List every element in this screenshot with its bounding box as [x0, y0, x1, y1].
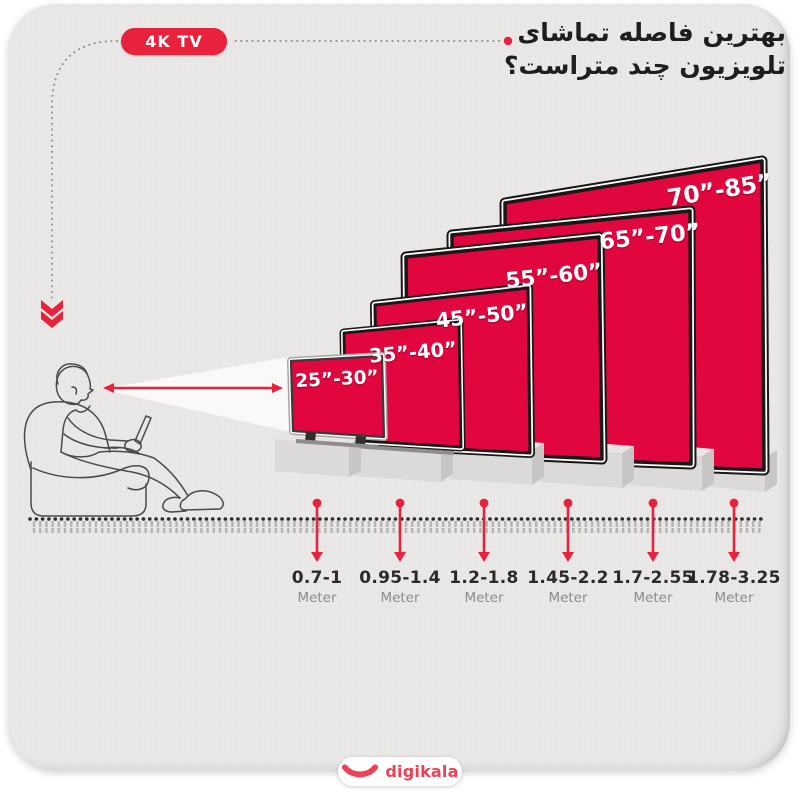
- title-line-2: تلویزیون چند متراست؟: [503, 51, 786, 80]
- distance-range: 1.7-2.55: [612, 568, 694, 588]
- distance-range: 0.7-1: [291, 568, 343, 588]
- distance-label: 0.95-1.4 Meter: [350, 568, 450, 606]
- smile-swoosh-icon: [342, 763, 379, 777]
- distance-unit: Meter: [464, 590, 504, 606]
- distance-unit: Meter: [633, 590, 673, 606]
- distance-range: 1.2-1.8: [449, 568, 519, 588]
- distance-label: 1.2-1.8 Meter: [434, 568, 534, 606]
- distance-range: 1.78-3.25: [687, 568, 781, 588]
- brand-logo: digikala: [338, 757, 462, 786]
- distance-unit: Meter: [297, 590, 337, 606]
- brand-wordmark: digikala: [385, 762, 459, 781]
- distance-label: 1.7-2.55 Meter: [603, 568, 703, 606]
- distance-range: 0.95-1.4: [359, 568, 441, 588]
- distance-label: 1.78-3.25 Meter: [684, 568, 784, 606]
- distance-labels: 0.7-1 Meter 0.95-1.4 Meter 1.2-1.8 Meter…: [0, 568, 800, 628]
- distance-unit: Meter: [548, 590, 588, 606]
- title-line-1: بهترین فاصله تماشای: [517, 18, 786, 47]
- distance-unit: Meter: [714, 590, 754, 606]
- distance-unit: Meter: [380, 590, 420, 606]
- page-title: بهترین فاصله تماشای تلویزیون چند متراست؟: [504, 16, 786, 82]
- badge-label: 4K TV: [145, 32, 203, 51]
- infographic-card: [8, 4, 790, 770]
- badge-4k-tv: 4K TV: [121, 28, 227, 55]
- distance-range: 1.45-2.2: [527, 568, 609, 588]
- distance-label: 1.45-2.2 Meter: [518, 568, 618, 606]
- distance-label: 0.7-1 Meter: [267, 568, 367, 606]
